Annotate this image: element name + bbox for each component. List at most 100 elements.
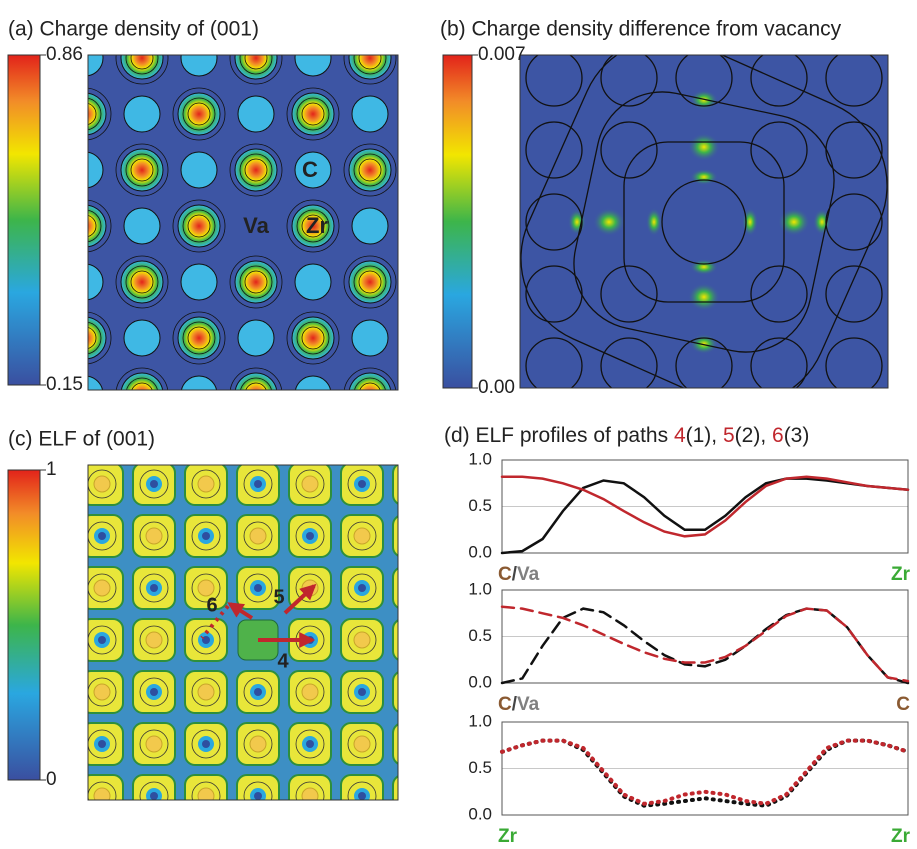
x-end-label: C/Va [498, 564, 540, 585]
contour [295, 469, 325, 499]
contour [825, 337, 883, 388]
density-blob [690, 90, 718, 110]
c-site [409, 152, 445, 188]
c-core [98, 844, 106, 849]
annotation: C [302, 157, 318, 182]
contour [243, 521, 273, 551]
contour [88, 834, 116, 849]
colorbar-tick-label: 0 [46, 769, 57, 790]
contour [139, 573, 169, 603]
contour [245, 382, 267, 390]
colorbar-tick-label: 1 [46, 459, 57, 480]
contour [191, 573, 221, 603]
x-end-label: C/Va [498, 694, 540, 715]
annotation: Va [243, 213, 269, 238]
density-blob [688, 283, 720, 311]
elf-cell [237, 827, 279, 849]
contour [416, 103, 438, 125]
zr-site [348, 372, 392, 390]
contour [661, 179, 747, 265]
contour [88, 87, 112, 141]
x-end-label: C [896, 694, 910, 715]
elf-cell [393, 827, 435, 849]
contour [295, 573, 325, 603]
c-site [180, 151, 218, 189]
zr-site [120, 148, 164, 192]
c-core [306, 532, 314, 540]
contour [359, 382, 381, 390]
zr-core [93, 683, 111, 701]
contour [36, 834, 64, 849]
contour [296, 418, 324, 446]
density-blob [690, 259, 718, 275]
c-core [358, 792, 366, 800]
contour [139, 469, 169, 499]
c-core [98, 740, 106, 748]
zr-core [145, 631, 163, 649]
annotation: 5 [273, 586, 284, 608]
zr-core [353, 735, 371, 753]
contour [297, 0, 329, 18]
contour [192, 418, 220, 446]
contour [88, 729, 117, 759]
colorbar [442, 54, 473, 389]
contour [343, 255, 397, 309]
x-end-label: Zr [498, 826, 518, 847]
c-core [254, 792, 262, 800]
panel-title: (c) ELF of (001) [8, 428, 155, 451]
contour [130, 270, 154, 294]
contour [287, 0, 339, 28]
elf-cell [289, 827, 331, 849]
contour [88, 677, 117, 707]
elf-cell [185, 827, 227, 849]
c-core [302, 840, 318, 849]
contour [115, 255, 169, 309]
contour [88, 97, 102, 131]
contour [525, 121, 583, 179]
contour [400, 782, 428, 810]
zr-core [250, 424, 266, 440]
contour [411, 98, 443, 130]
elf-cell [392, 775, 398, 800]
elf-cell [341, 827, 383, 849]
contour [353, 153, 387, 187]
c-core [202, 428, 210, 436]
density-blob [690, 169, 718, 185]
path-arrow [227, 602, 254, 620]
contour [301, 214, 325, 238]
contour [358, 55, 382, 70]
contour [125, 55, 159, 75]
contour [400, 730, 428, 758]
zr-core [197, 475, 215, 493]
contour [347, 521, 377, 551]
c-site [180, 375, 218, 390]
contour [239, 265, 273, 299]
zr-site [291, 92, 335, 136]
contour [172, 311, 226, 365]
contour [825, 265, 883, 323]
c-core [202, 740, 210, 748]
zr-core [249, 527, 267, 545]
contour [239, 55, 273, 75]
title-part: (1), [686, 424, 723, 447]
elf-cell [185, 411, 227, 453]
contour [244, 834, 272, 849]
contour [229, 367, 283, 390]
series-line [500, 738, 910, 808]
contour [358, 270, 382, 294]
series-line [500, 738, 910, 806]
c-site [294, 375, 332, 390]
contour [191, 781, 221, 800]
colorbar-tick-label: 0.007 [478, 44, 526, 65]
contour [525, 55, 583, 107]
contour [750, 265, 808, 323]
annotation: 4 [277, 650, 289, 672]
contour [88, 321, 102, 355]
colorbar [7, 469, 41, 781]
contour [88, 573, 117, 603]
zr-site [348, 148, 392, 192]
plot-frame [501, 459, 909, 554]
contour [139, 781, 169, 800]
c-core [98, 532, 106, 540]
